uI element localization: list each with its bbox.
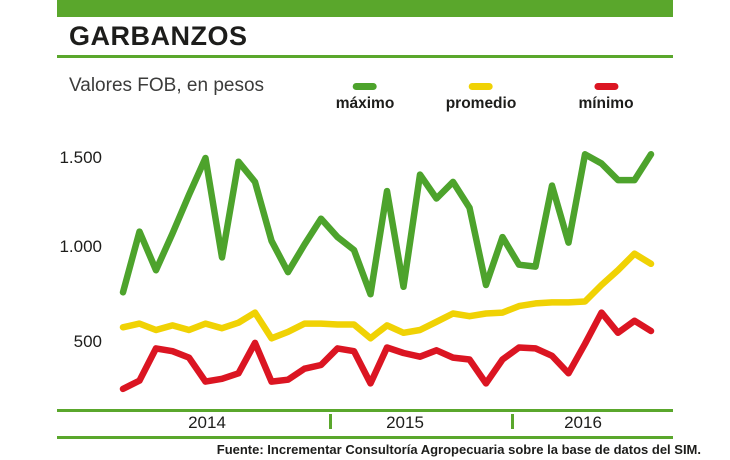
chart-subtitle: Valores FOB, en pesos	[69, 75, 265, 96]
bottom-accent-line	[57, 436, 673, 439]
legend-label-minimo: mínimo	[578, 95, 634, 112]
year-separator	[329, 414, 332, 429]
year-separator	[511, 414, 514, 429]
legend-label-maximo: máximo	[335, 95, 395, 112]
y-tick-1000: 1.000	[59, 237, 102, 256]
x-tick-2015: 2015	[386, 413, 424, 432]
x-axis-line	[57, 409, 673, 412]
title-underline	[57, 55, 673, 58]
y-tick-1500: 1.500	[59, 148, 102, 167]
x-tick-2016: 2016	[564, 413, 602, 432]
source-attribution: Fuente: Incrementar Consultoría Agropecu…	[216, 442, 701, 457]
legend-item-maximo: máximo	[335, 83, 395, 113]
legend-item-minimo: mínimo	[578, 83, 634, 113]
maximo-swatch-icon	[353, 83, 377, 90]
y-tick-500: 500	[73, 332, 102, 351]
series-line-promedio	[119, 250, 655, 342]
promedio-swatch-icon	[469, 83, 493, 90]
legend-label-promedio: promedio	[445, 95, 517, 112]
series-line-minimo	[119, 309, 655, 393]
minimo-swatch-icon	[594, 83, 618, 90]
legend-item-promedio: promedio	[445, 83, 517, 113]
page-title: GARBANZOS	[69, 21, 248, 51]
x-tick-2014: 2014	[188, 413, 226, 432]
top-accent-bar	[57, 0, 673, 17]
series-line-maximo	[119, 151, 655, 298]
